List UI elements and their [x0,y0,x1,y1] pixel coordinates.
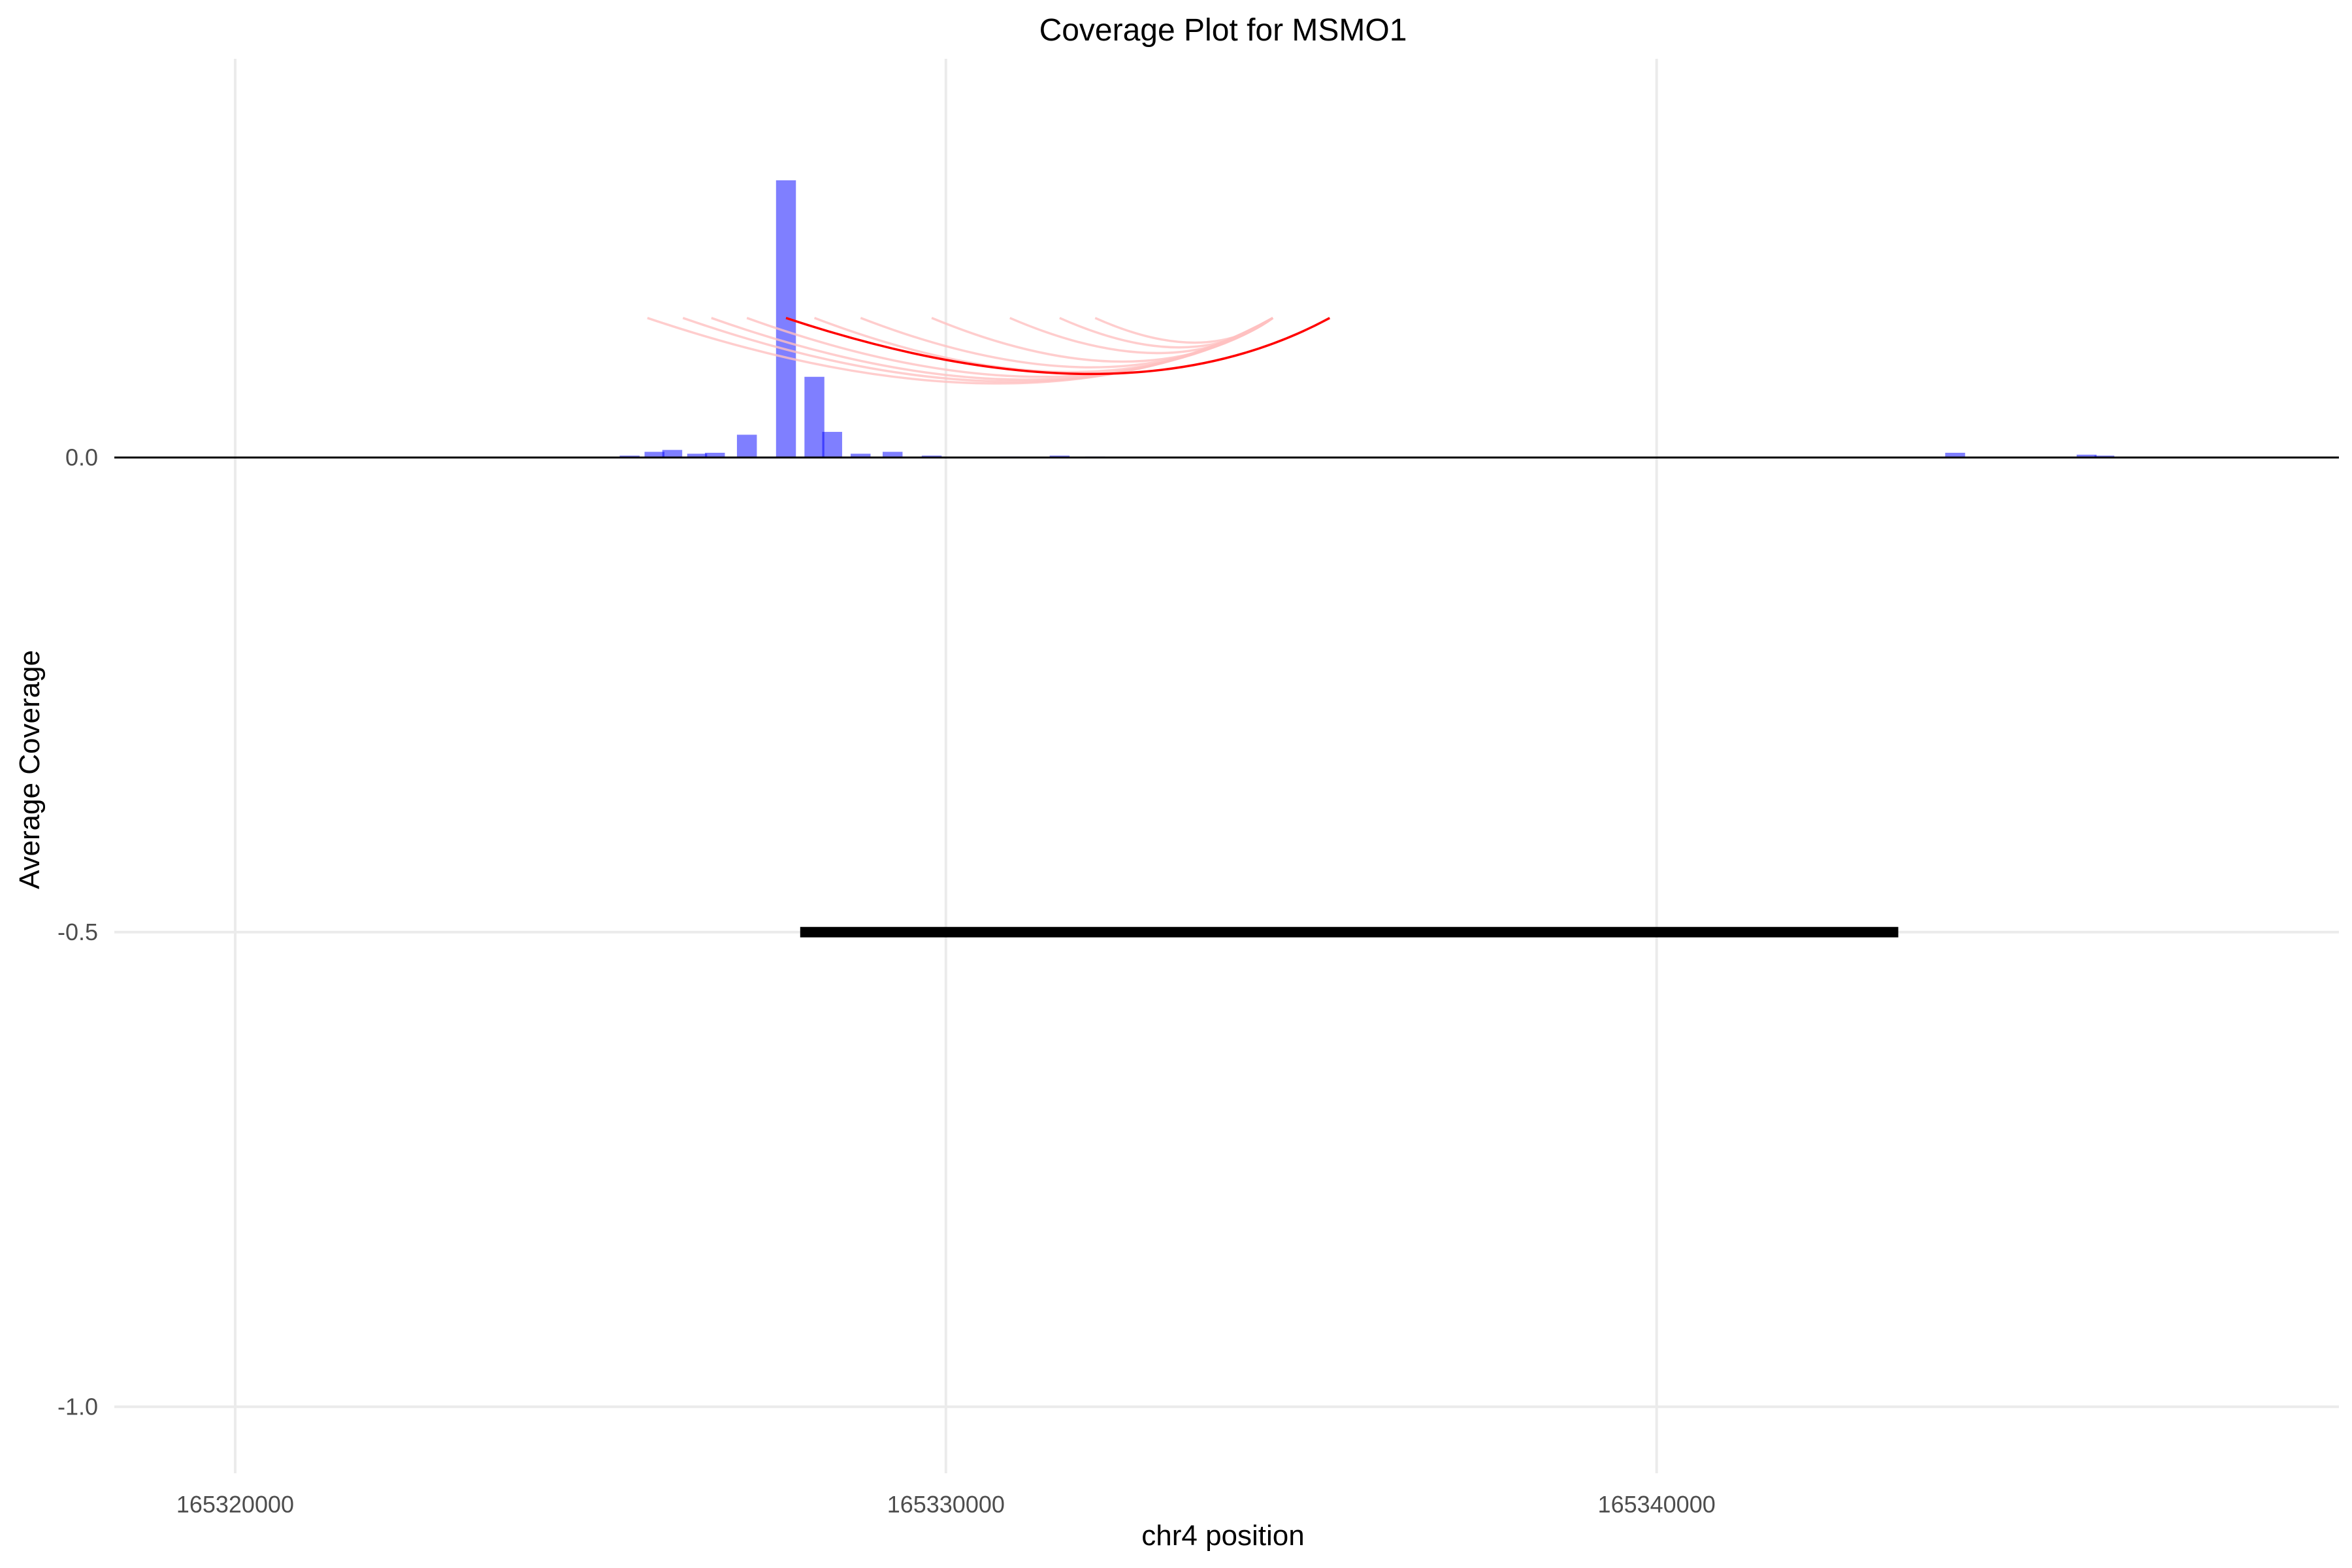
x-axis-label: chr4 position [1141,1520,1304,1552]
coverage-bar [705,453,725,458]
y-tick-label: -1.0 [57,1393,98,1420]
arc-links [647,317,1331,385]
coverage-bar [736,434,757,458]
x-tick-label: 165320000 [176,1491,294,1518]
coverage-bar [687,453,708,458]
x-tick-label: 165340000 [1598,1491,1716,1518]
coverage-bar [662,449,683,458]
coverage-bar [804,376,825,458]
coverage-bar [2076,454,2097,458]
primary-arc-link [785,317,1331,376]
x-tick-label: 165330000 [887,1491,1005,1518]
coverage-bar [644,451,665,458]
coverage-bar [882,451,903,458]
y-axis-label: Average Coverage [14,650,46,889]
y-tick-label: -0.5 [57,919,98,945]
coverage-bar [851,453,871,458]
chart-title: Coverage Plot for MSMO1 [1039,13,1407,48]
faint-arc-link [1094,317,1274,344]
coverage-bar [1945,453,1965,458]
coverage-bar [822,432,842,458]
y-tick-label: 0.0 [65,444,98,470]
tick-labels: 165320000 165330000 165340000 -1.0 -0.5 0.0 [57,444,1716,1518]
